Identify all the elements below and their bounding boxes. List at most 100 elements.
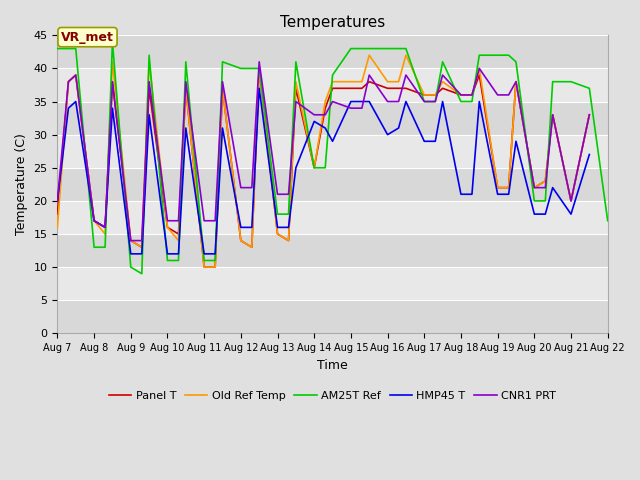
- AM25T Ref: [54, 46, 61, 51]
- CNR1 PRT: [549, 112, 557, 118]
- AM25T Ref: [567, 79, 575, 84]
- CNR1 PRT: [65, 79, 72, 84]
- CNR1 PRT: [494, 92, 502, 98]
- Panel T: [494, 185, 502, 191]
- Panel T: [457, 92, 465, 98]
- CNR1 PRT: [476, 66, 483, 72]
- CNR1 PRT: [274, 192, 282, 197]
- AM25T Ref: [285, 211, 292, 217]
- HMP45 T: [248, 225, 255, 230]
- AM25T Ref: [347, 46, 355, 51]
- Old Ref Temp: [567, 198, 575, 204]
- Line: Panel T: Panel T: [58, 69, 589, 267]
- Panel T: [420, 92, 428, 98]
- Y-axis label: Temperature (C): Temperature (C): [15, 133, 28, 235]
- AM25T Ref: [395, 46, 403, 51]
- Panel T: [255, 66, 263, 72]
- HMP45 T: [420, 138, 428, 144]
- HMP45 T: [431, 138, 439, 144]
- Panel T: [292, 85, 300, 91]
- HMP45 T: [439, 99, 447, 105]
- Old Ref Temp: [505, 185, 513, 191]
- Panel T: [402, 85, 410, 91]
- AM25T Ref: [541, 198, 549, 204]
- HMP45 T: [285, 225, 292, 230]
- Panel T: [211, 264, 219, 270]
- Old Ref Temp: [182, 85, 189, 91]
- AM25T Ref: [200, 258, 208, 264]
- Old Ref Temp: [494, 185, 502, 191]
- Old Ref Temp: [145, 59, 153, 65]
- CNR1 PRT: [90, 218, 98, 224]
- Panel T: [164, 225, 172, 230]
- CNR1 PRT: [292, 99, 300, 105]
- AM25T Ref: [255, 66, 263, 72]
- AM25T Ref: [164, 258, 172, 264]
- Panel T: [567, 198, 575, 204]
- CNR1 PRT: [285, 192, 292, 197]
- AM25T Ref: [494, 52, 502, 58]
- Panel T: [549, 112, 557, 118]
- AM25T Ref: [109, 39, 116, 45]
- HMP45 T: [54, 198, 61, 204]
- AM25T Ref: [211, 258, 219, 264]
- Old Ref Temp: [54, 225, 61, 230]
- AM25T Ref: [274, 211, 282, 217]
- HMP45 T: [531, 211, 538, 217]
- HMP45 T: [164, 251, 172, 257]
- Old Ref Temp: [420, 92, 428, 98]
- Old Ref Temp: [310, 165, 318, 171]
- AM25T Ref: [145, 52, 153, 58]
- AM25T Ref: [549, 79, 557, 84]
- Line: Old Ref Temp: Old Ref Temp: [58, 55, 589, 267]
- CNR1 PRT: [531, 185, 538, 191]
- Legend: Panel T, Old Ref Temp, AM25T Ref, HMP45 T, CNR1 PRT: Panel T, Old Ref Temp, AM25T Ref, HMP45 …: [105, 386, 561, 406]
- Panel T: [72, 72, 79, 78]
- HMP45 T: [274, 225, 282, 230]
- AM25T Ref: [72, 46, 79, 51]
- AM25T Ref: [65, 46, 72, 51]
- Bar: [58, 102, 608, 135]
- HMP45 T: [65, 105, 72, 111]
- HMP45 T: [90, 218, 98, 224]
- Panel T: [541, 178, 549, 184]
- CNR1 PRT: [347, 105, 355, 111]
- Bar: [58, 234, 608, 267]
- HMP45 T: [138, 251, 146, 257]
- HMP45 T: [101, 225, 109, 230]
- Old Ref Temp: [248, 244, 255, 250]
- Panel T: [274, 231, 282, 237]
- Old Ref Temp: [384, 79, 392, 84]
- CNR1 PRT: [468, 92, 476, 98]
- CNR1 PRT: [586, 112, 593, 118]
- CNR1 PRT: [237, 185, 244, 191]
- HMP45 T: [541, 211, 549, 217]
- HMP45 T: [109, 105, 116, 111]
- Old Ref Temp: [531, 185, 538, 191]
- X-axis label: Time: Time: [317, 359, 348, 372]
- Old Ref Temp: [395, 79, 403, 84]
- Old Ref Temp: [109, 59, 116, 65]
- Line: CNR1 PRT: CNR1 PRT: [58, 62, 589, 240]
- Panel T: [468, 92, 476, 98]
- Old Ref Temp: [365, 52, 373, 58]
- AM25T Ref: [384, 46, 392, 51]
- HMP45 T: [127, 251, 134, 257]
- Old Ref Temp: [329, 79, 337, 84]
- AM25T Ref: [586, 85, 593, 91]
- HMP45 T: [237, 225, 244, 230]
- HMP45 T: [182, 125, 189, 131]
- Panel T: [138, 244, 146, 250]
- Old Ref Temp: [358, 79, 365, 84]
- AM25T Ref: [420, 99, 428, 105]
- HMP45 T: [476, 99, 483, 105]
- Old Ref Temp: [285, 238, 292, 243]
- Old Ref Temp: [72, 72, 79, 78]
- Old Ref Temp: [549, 112, 557, 118]
- HMP45 T: [505, 192, 513, 197]
- Panel T: [219, 85, 227, 91]
- AM25T Ref: [175, 258, 182, 264]
- HMP45 T: [145, 112, 153, 118]
- CNR1 PRT: [365, 72, 373, 78]
- CNR1 PRT: [219, 79, 227, 84]
